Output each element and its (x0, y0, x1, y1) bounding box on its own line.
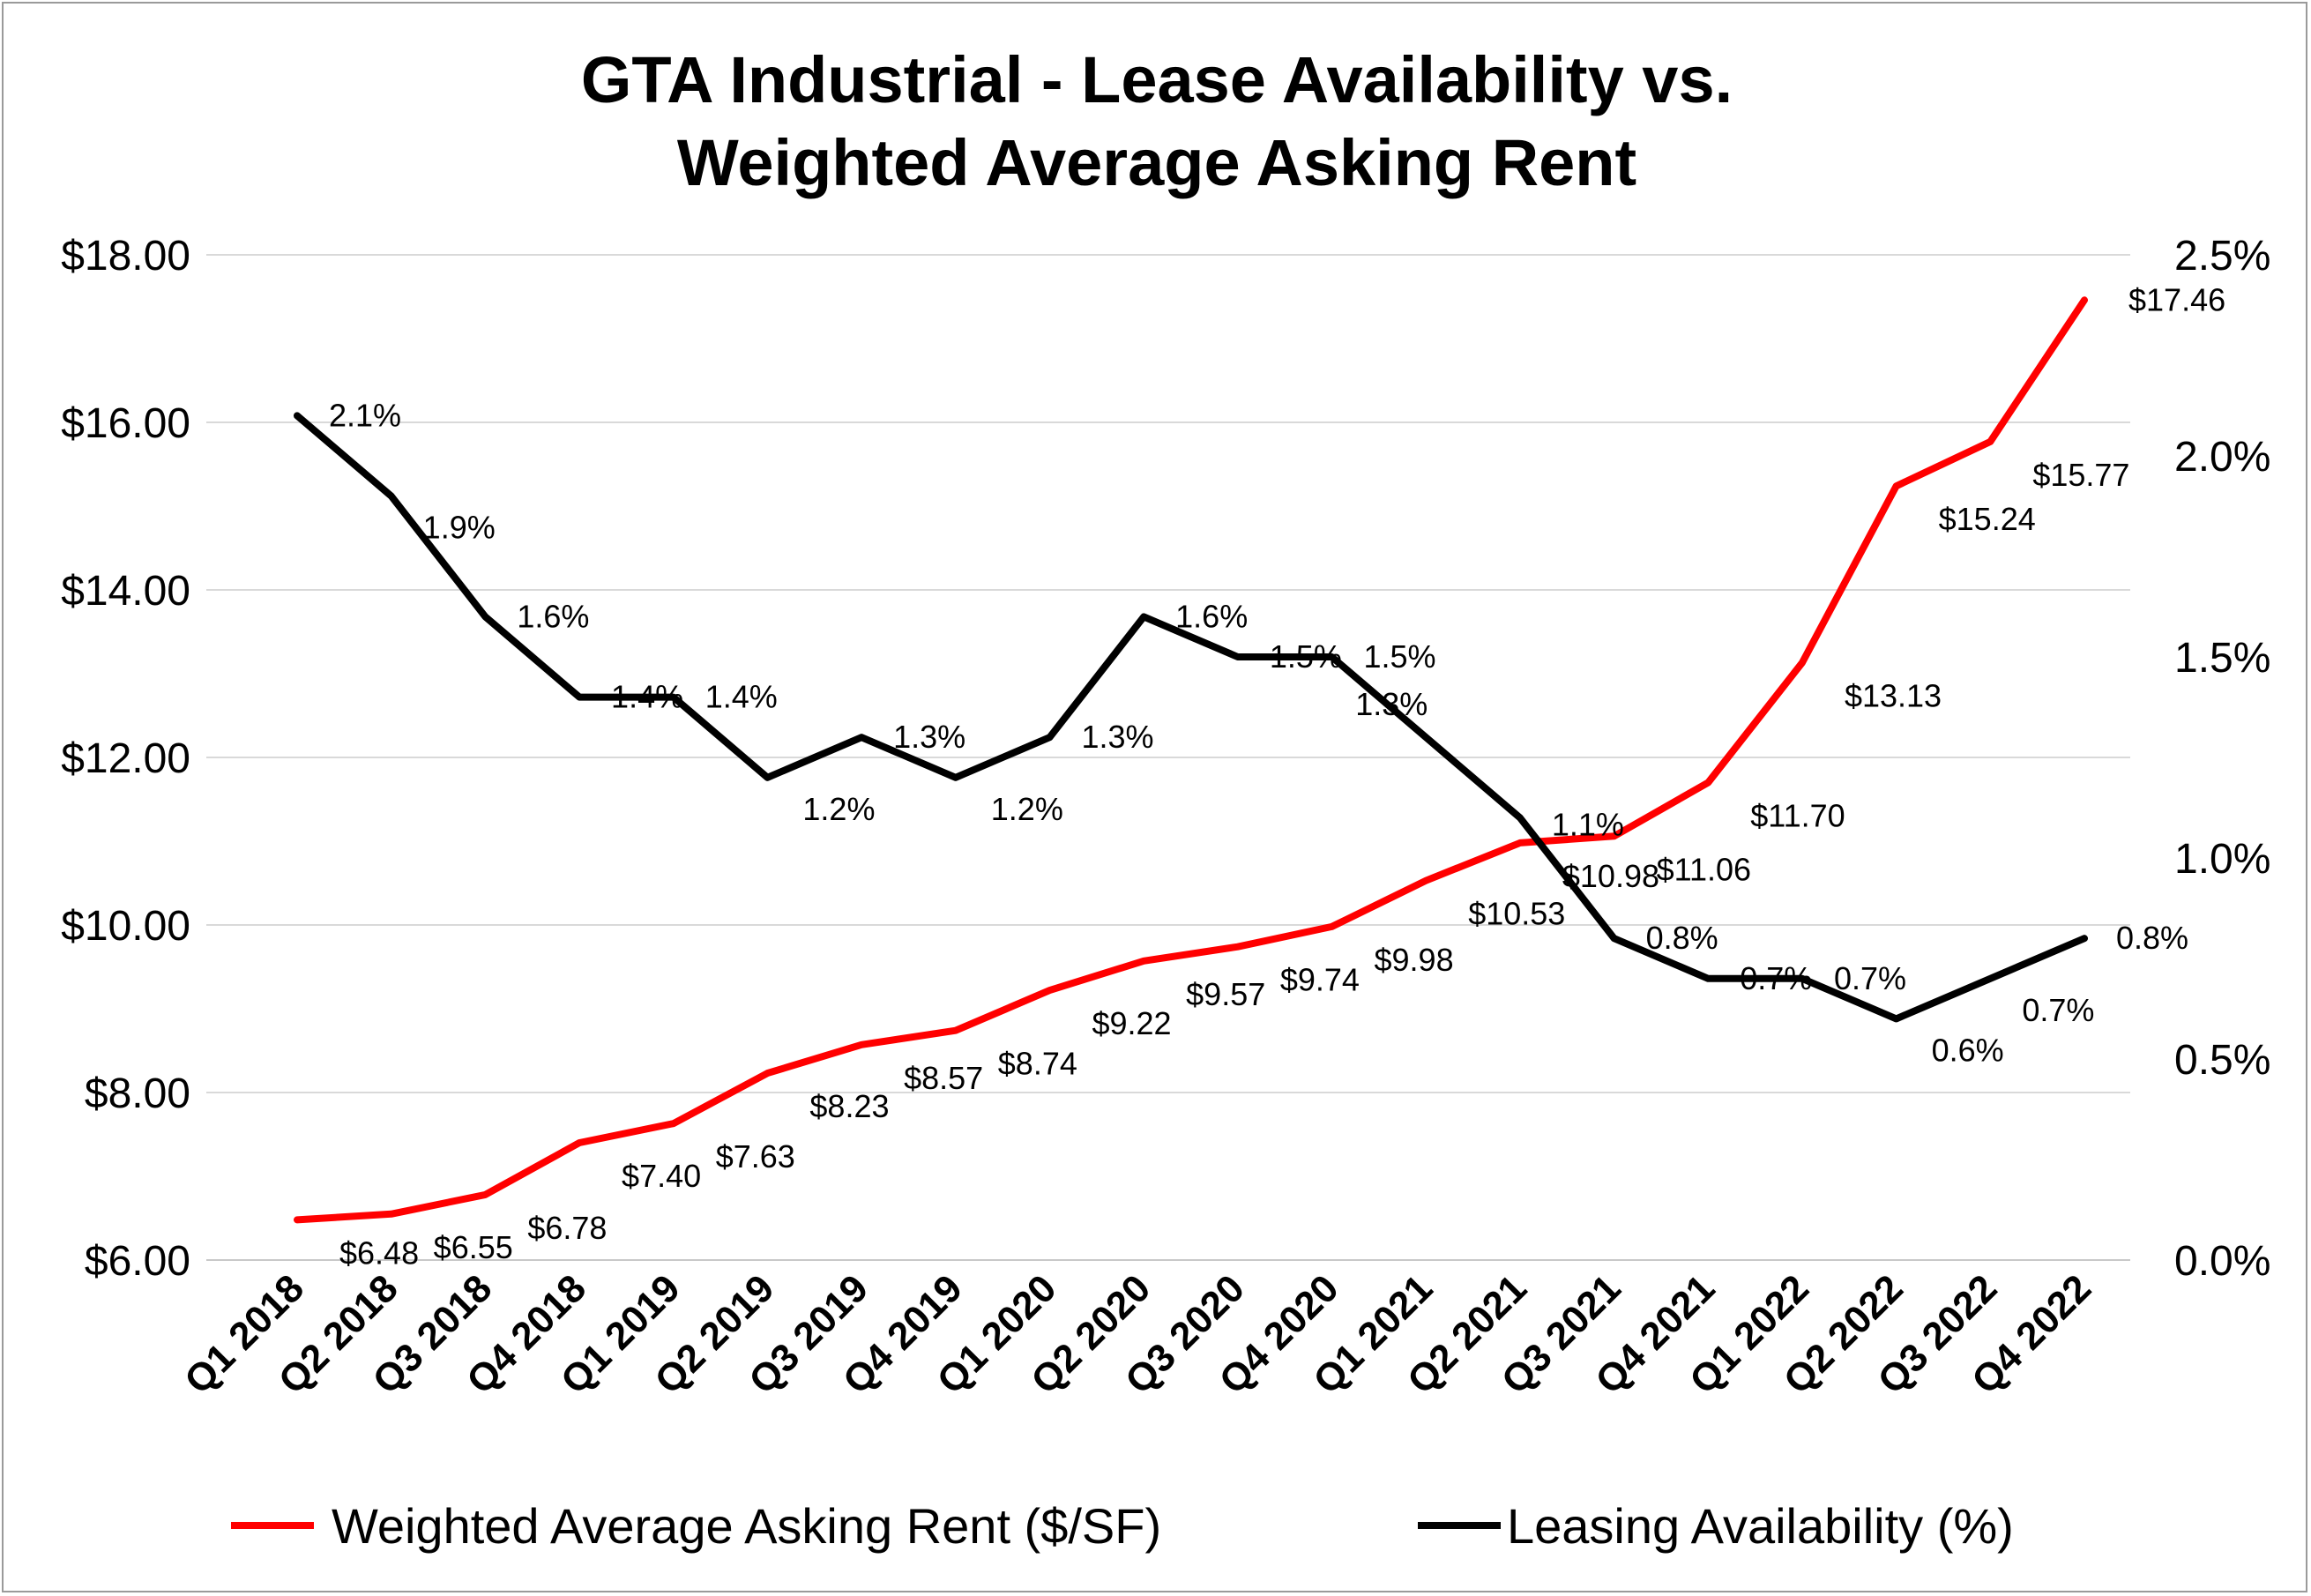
availability-data-label: 0.8% (2116, 920, 2188, 956)
availability-data-label: 1.5% (1364, 638, 1436, 675)
rent-data-label: $8.23 (809, 1088, 889, 1124)
availability-data-label: 0.7% (1740, 960, 1812, 996)
availability-data-label: 1.2% (991, 791, 1063, 827)
availability-data-label: 0.7% (2022, 992, 2094, 1028)
left-tick-label: $14.00 (61, 568, 190, 615)
right-axis-ticks: 0.0% 0.5% 1.0% 1.5% 2.0% 2.5% (2174, 233, 2270, 1285)
rent-data-label: $8.74 (998, 1046, 1077, 1082)
rent-data-label: $15.24 (1939, 501, 2036, 537)
availability-series-line (294, 412, 2088, 1023)
left-tick-label: $12.00 (61, 735, 190, 782)
availability-data-label: 1.5% (1270, 638, 1342, 675)
left-axis-ticks: $6.00 $8.00 $10.00 $12.00 $14.00 $16.00 $18.00 (61, 233, 190, 1285)
rent-data-label: $6.48 (339, 1234, 419, 1271)
chart-title-line-1: GTA Industrial - Lease Availability vs. (581, 43, 1733, 116)
right-tick-label: 2.5% (2174, 233, 2270, 280)
gridlines (206, 254, 2130, 1261)
availability-data-label: 1.6% (1175, 598, 1248, 634)
series-lines (294, 296, 2088, 1224)
availability-data-label: 2.1% (329, 397, 401, 433)
rent-data-label: $17.46 (2128, 281, 2225, 317)
rent-data-label: $13.13 (1845, 678, 1942, 714)
right-tick-label: 1.0% (2174, 836, 2270, 883)
rent-data-label: $9.22 (1092, 1005, 1171, 1041)
rent-data-label: $10.98 (1562, 858, 1659, 894)
right-tick-label: 0.5% (2174, 1037, 2270, 1084)
left-tick-label: $6.00 (85, 1238, 190, 1285)
legend: Weighted Average Asking Rent ($/SF) Leas… (231, 1498, 2014, 1554)
rent-data-label: $7.63 (716, 1138, 795, 1175)
rent-data-label: $6.55 (434, 1229, 513, 1265)
left-tick-label: $18.00 (61, 233, 190, 280)
availability-data-label: 1.4% (611, 679, 683, 715)
availability-data-label: 1.6% (517, 598, 589, 634)
availability-data-label: 1.1% (1552, 806, 1624, 842)
line-chart: GTA Industrial - Lease Availability vs. … (61, 43, 2270, 1554)
rent-data-label: $15.77 (2032, 457, 2129, 493)
data-labels: $6.48 $6.55 $6.78 $7.40 $7.63 $8.23 $8.57 $8.74… (329, 281, 2225, 1271)
availability-data-label: 1.2% (802, 791, 875, 827)
rent-data-label: $6.78 (527, 1210, 607, 1246)
availability-data-label: 1.3% (1355, 686, 1428, 722)
availability-data-label: 0.7% (1834, 960, 1906, 996)
right-tick-label: 1.5% (2174, 635, 2270, 682)
rent-data-label: $7.40 (622, 1158, 701, 1194)
rent-series-line (294, 296, 2088, 1224)
rent-data-label: $9.98 (1375, 942, 1454, 978)
rent-data-label: $10.53 (1468, 896, 1565, 932)
left-tick-label: $16.00 (61, 400, 190, 447)
rent-data-label: $11.70 (1750, 798, 1845, 834)
rent-data-label: $9.57 (1186, 976, 1265, 1012)
availability-data-label: 1.9% (423, 510, 496, 546)
rent-data-label: $11.06 (1657, 851, 1751, 887)
rent-data-label: $9.74 (1280, 962, 1360, 998)
right-tick-label: 2.0% (2174, 434, 2270, 481)
availability-data-label: 1.4% (705, 679, 778, 715)
left-tick-label: $8.00 (85, 1070, 190, 1117)
chart-title: GTA Industrial - Lease Availability vs. … (581, 43, 1733, 199)
availability-data-label: 0.8% (1646, 920, 1718, 956)
right-tick-label: 0.0% (2174, 1238, 2270, 1285)
availability-data-label: 1.3% (893, 719, 965, 755)
availability-data-label: 1.3% (1081, 719, 1153, 755)
left-tick-label: $10.00 (61, 903, 190, 950)
chart-title-line-2: Weighted Average Asking Rent (677, 126, 1636, 199)
legend-label-rent: Weighted Average Asking Rent ($/SF) (332, 1498, 1161, 1554)
legend-label-availability: Leasing Availability (%) (1507, 1498, 2014, 1554)
rent-data-label: $8.57 (904, 1060, 983, 1096)
availability-data-label: 0.6% (1932, 1032, 2004, 1068)
